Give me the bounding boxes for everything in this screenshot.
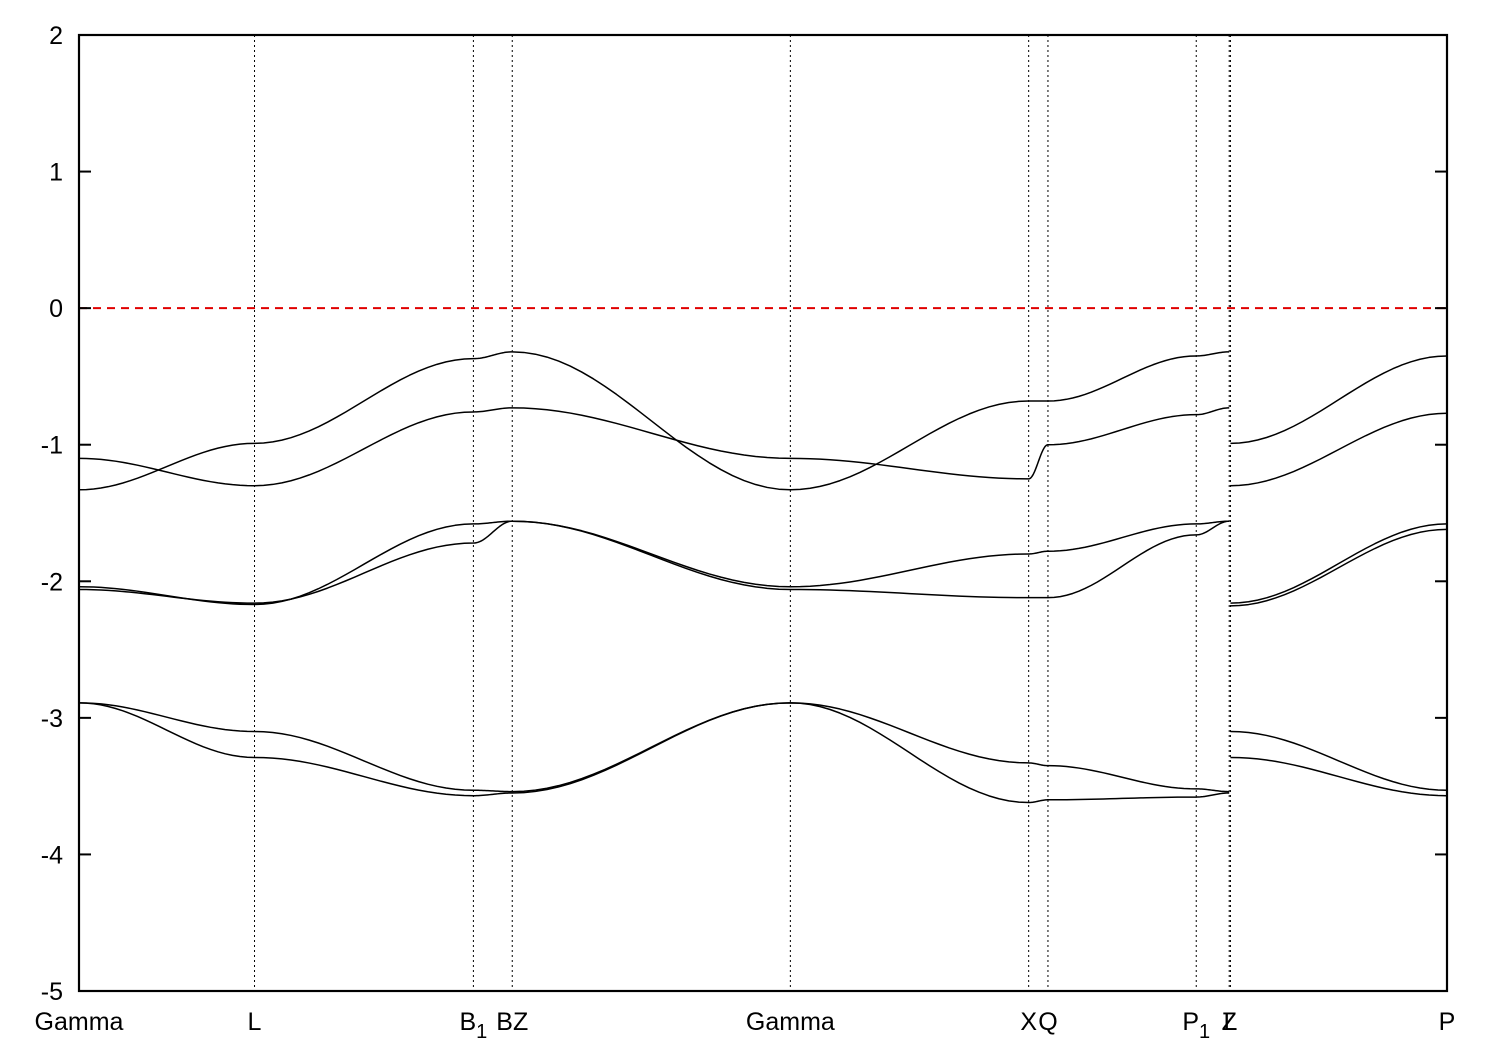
y-tick-label-6: 1 xyxy=(49,159,63,187)
band-series-0 xyxy=(78,351,1230,491)
band-series-5 xyxy=(78,702,1230,804)
x-tick-label-4: Gamma xyxy=(746,1008,835,1036)
kpoint-separators xyxy=(254,35,1231,991)
band-series-7 xyxy=(1230,412,1448,487)
y-tick-label-5: 0 xyxy=(49,295,63,323)
y-tick-label-4: -1 xyxy=(41,432,63,460)
x-tick-label-0: Gamma xyxy=(35,1008,124,1036)
y-tick-label-1: -4 xyxy=(41,841,63,869)
y-tick-label-7: 2 xyxy=(49,22,63,50)
x-tick-label-7: P1 xyxy=(1182,1008,1210,1043)
x-tick-label-8: Z xyxy=(1222,1008,1237,1036)
x-tick-subscript-7: 1 xyxy=(1199,1021,1210,1043)
x-axis-ticks: Gamma L B1 BZ Gamma X Q P1 ZL P xyxy=(35,1008,1456,1043)
x-tick-label-3: BZ xyxy=(496,1008,528,1036)
band-lines xyxy=(78,351,1448,804)
y-tick-label-3: -2 xyxy=(41,568,63,596)
x-tick-subscript-2: 1 xyxy=(476,1021,487,1043)
x-tick-label-10: P xyxy=(1439,1008,1456,1036)
band-series-8 xyxy=(1230,523,1448,604)
band-series-10 xyxy=(1230,730,1448,791)
y-tick-label-0: -5 xyxy=(41,978,63,1006)
y-tick-label-2: -3 xyxy=(41,705,63,733)
x-tick-label-1: L xyxy=(248,1008,262,1036)
x-tick-label-5: X xyxy=(1020,1008,1037,1036)
y-axis-ticks: -5 -4 -3 -2 -1 0 1 2 xyxy=(41,22,1447,1006)
band-series-6 xyxy=(1230,355,1448,445)
band-series-1 xyxy=(78,407,1230,487)
band-series-11 xyxy=(1230,756,1448,797)
band-series-9 xyxy=(1230,528,1448,607)
x-tick-label-2: B1 xyxy=(459,1008,487,1043)
band-series-3 xyxy=(78,520,1230,604)
plot-frame xyxy=(77,33,1449,993)
x-tick-label-6: Q xyxy=(1038,1008,1057,1036)
band-series-2 xyxy=(78,520,1230,606)
x-tick-label-9: L xyxy=(1223,1008,1237,1036)
